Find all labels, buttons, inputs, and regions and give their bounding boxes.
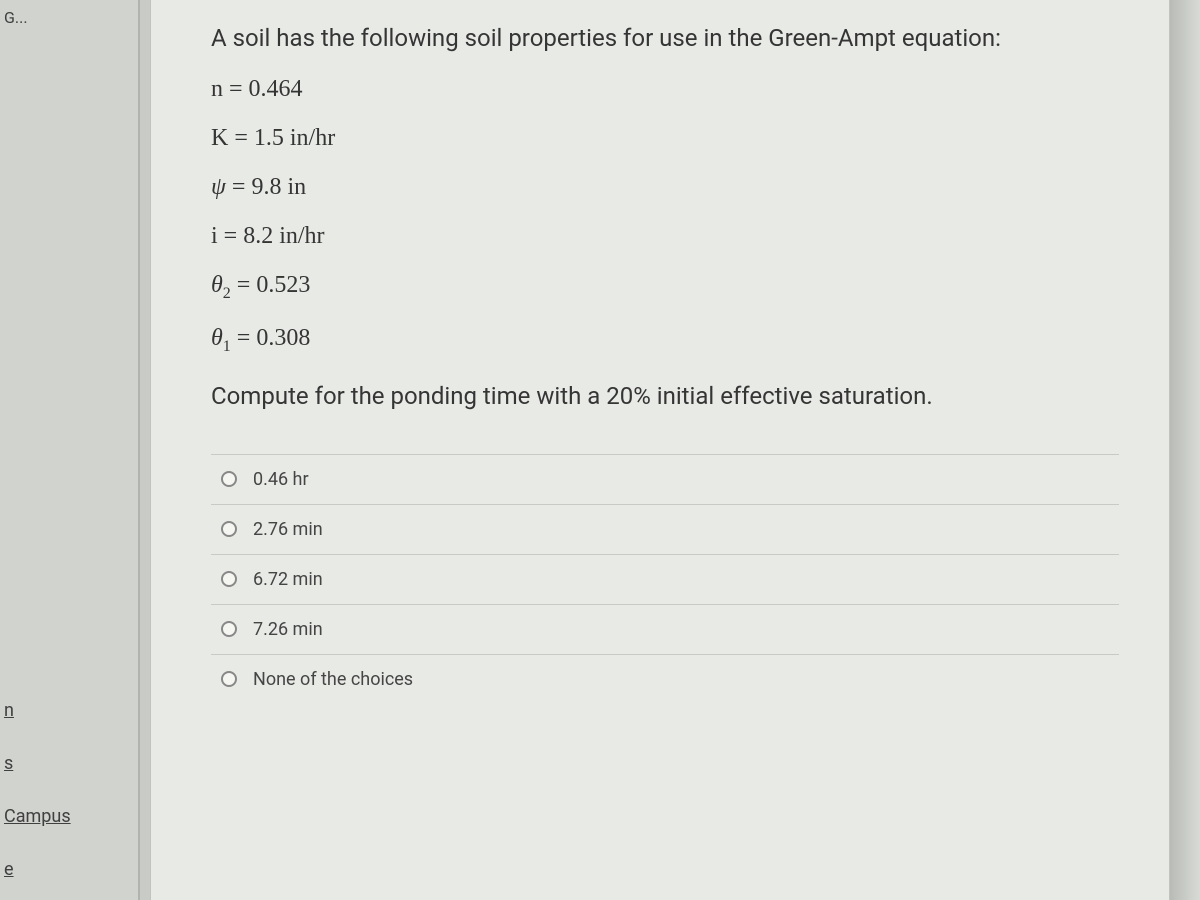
option-label: 7.26 min [253, 619, 323, 640]
theta-symbol-2: θ [211, 272, 223, 298]
option-5[interactable]: None of the choices [211, 654, 1119, 704]
question-prompt: Compute for the ponding time with a 20% … [211, 378, 1119, 414]
option-label: 2.76 min [253, 519, 323, 540]
option-label: None of the choices [253, 669, 413, 690]
param-theta2: θ2 = 0.523 [211, 272, 1119, 303]
sidebar: G... n s Campus e [0, 0, 140, 900]
theta1-sub: 1 [223, 338, 231, 355]
right-edge-shadow [1170, 0, 1200, 900]
param-theta1: θ1 = 0.308 [211, 325, 1119, 356]
param-i: i = 8.2 in/hr [211, 223, 1119, 250]
option-2[interactable]: 2.76 min [211, 504, 1119, 554]
option-3[interactable]: 6.72 min [211, 554, 1119, 604]
param-psi: ψ = 9.8 in [211, 174, 1119, 201]
sidebar-link-n[interactable]: n [4, 700, 71, 721]
question-panel: A soil has the following soil properties… [150, 0, 1170, 900]
theta-symbol-1: θ [211, 325, 223, 351]
option-label: 6.72 min [253, 569, 323, 590]
theta1-value: = 0.308 [231, 325, 311, 351]
psi-value: = 9.8 in [226, 174, 306, 200]
sidebar-top-label: G... [4, 8, 28, 27]
sidebar-link-e[interactable]: e [4, 859, 71, 880]
radio-icon [221, 571, 237, 587]
option-1[interactable]: 0.46 hr [211, 454, 1119, 504]
radio-icon [221, 471, 237, 487]
answer-options: 0.46 hr 2.76 min 6.72 min 7.26 min None … [211, 454, 1119, 704]
psi-symbol: ψ [211, 174, 226, 200]
sidebar-link-campus[interactable]: Campus [4, 806, 71, 827]
option-4[interactable]: 7.26 min [211, 604, 1119, 654]
radio-icon [221, 521, 237, 537]
question-intro: A soil has the following soil properties… [211, 20, 1119, 56]
sidebar-links: n s Campus e [4, 700, 71, 880]
param-n: n = 0.464 [211, 76, 1119, 103]
radio-icon [221, 671, 237, 687]
param-k: K = 1.5 in/hr [211, 125, 1119, 152]
theta2-value: = 0.523 [231, 272, 311, 298]
radio-icon [221, 621, 237, 637]
option-label: 0.46 hr [253, 469, 309, 490]
sidebar-link-s[interactable]: s [4, 753, 71, 774]
parameter-list: n = 0.464 K = 1.5 in/hr ψ = 9.8 in i = 8… [211, 76, 1119, 356]
theta2-sub: 2 [223, 285, 231, 302]
